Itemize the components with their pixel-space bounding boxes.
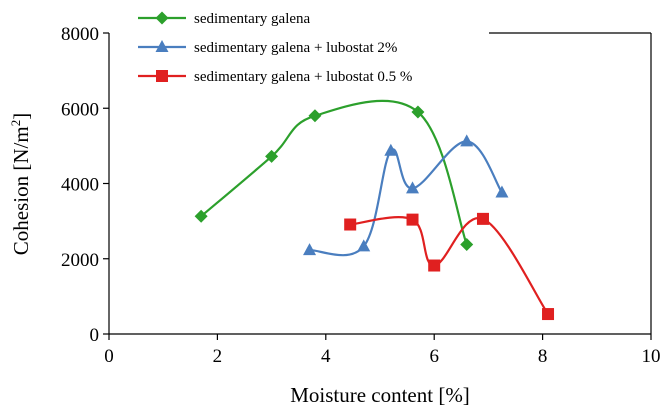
series-layer [194,99,555,321]
y-axis-title-main: Cohesion [N/m [9,126,33,255]
legend-item: sedimentary galena + lubostat 0.5 % [138,69,412,85]
series-line [309,140,503,257]
legend-swatch-marker [155,11,169,25]
data-point [384,143,398,156]
data-point [357,239,371,252]
y-tick-label: 8000 [61,24,99,45]
legend-label: sedimentary galena [194,11,311,27]
legend-label: sedimentary galena + lubostat 0.5 % [194,69,412,85]
legend-item: sedimentary galena [138,11,311,27]
legend-swatch-marker [155,40,169,52]
y-axis-title-close: ] [9,113,33,120]
legend-item: sedimentary galena + lubostat 2% [138,40,397,56]
y-tick-label: 0 [90,325,100,346]
x-tick-label: 10 [642,346,661,367]
legend-swatch-marker [156,70,168,82]
legend-label: sedimentary galena + lubostat 2% [194,40,397,56]
axes: 0 2 4 6 8 10 0 2000 4000 6000 8000 [61,24,661,367]
data-point [194,209,208,223]
y-axis-title: Cohesion [N/m2] [8,113,33,255]
y-tick-label: 4000 [61,175,99,196]
x-tick-label: 8 [538,346,548,367]
data-point [460,237,474,251]
data-point [406,213,419,226]
data-point [308,109,322,123]
series-sedimentary-galena [194,99,474,251]
legend-box [134,4,488,96]
y-tick-label: 6000 [61,99,99,120]
series-sedimentary-galena-lubostat-0-5 [344,212,555,321]
data-point [344,218,357,231]
series-sedimentary-galena-lubostat-2 [303,134,509,257]
x-tick-label: 2 [213,346,223,367]
legend: sedimentary galena sedimentary galena + l… [134,4,488,96]
data-point [411,105,425,119]
y-tick-label: 2000 [61,250,99,271]
data-point [303,243,317,256]
x-axis-title: Moisture content [%] [290,383,470,407]
series-line [350,216,549,315]
x-tick-label: 0 [104,346,114,367]
series-line [200,99,468,245]
data-point [406,181,420,194]
x-tick-label: 4 [321,346,331,367]
y-axis-title-sup: 2 [8,120,23,127]
data-point [476,212,489,225]
data-point [265,149,279,163]
x-tick-label: 6 [429,346,439,367]
data-point [428,259,441,272]
data-point [460,134,474,147]
data-point [542,308,555,321]
data-point [495,185,509,198]
